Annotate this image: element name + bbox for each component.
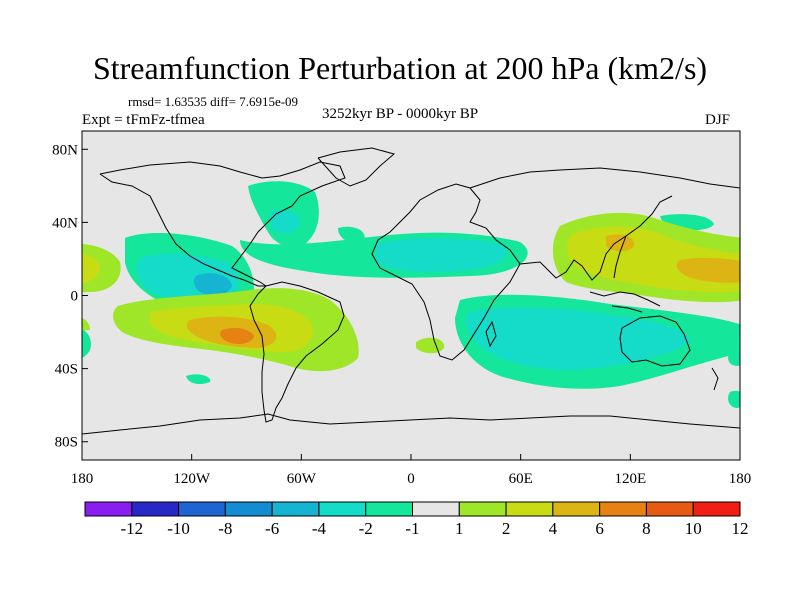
field-tropical-atlantic-core xyxy=(376,238,507,272)
colorbar-label: 4 xyxy=(549,519,558,538)
field-indian-ocean-core xyxy=(465,307,690,370)
x-tick-label: 60W xyxy=(287,471,317,487)
colorbar-swatch xyxy=(599,501,647,517)
field-west-pacific-inner xyxy=(676,257,740,283)
field-southwest-pacific-band xyxy=(82,317,90,331)
colorbar-label: 10 xyxy=(685,519,702,538)
coast-australia xyxy=(619,315,691,367)
colorbar-swatch xyxy=(365,501,414,517)
colorbar-label: 12 xyxy=(732,519,749,538)
y-tick-label: 80S xyxy=(55,435,78,451)
contour-fields xyxy=(82,147,740,435)
x-tick-label: 180 xyxy=(71,471,94,487)
axis-ticks xyxy=(81,148,741,460)
colorbar-label: 6 xyxy=(595,519,604,538)
field-south-atlantic-small xyxy=(186,374,211,384)
coast-north-america-west xyxy=(99,173,266,287)
field-south-america-maximum xyxy=(220,328,254,344)
colorbar-label: -12 xyxy=(120,519,143,538)
colorbar-label: -6 xyxy=(265,519,279,538)
colorbar-swatch xyxy=(271,501,320,517)
colorbar-swatch xyxy=(131,501,180,517)
y-tick-label: 40N xyxy=(52,215,78,231)
x-tick-label: 120W xyxy=(173,471,211,487)
colorbar-swatch xyxy=(84,501,133,517)
field-west-pacific-core-left xyxy=(82,253,100,284)
colorbar-label: -10 xyxy=(167,519,190,538)
coast-south-america xyxy=(249,281,345,423)
coastlines xyxy=(82,147,740,435)
coast-maritime-continent xyxy=(589,291,661,313)
coast-madagascar xyxy=(485,320,497,348)
colorbar-label: 2 xyxy=(502,519,511,538)
coast-antarctica xyxy=(82,413,740,435)
field-south-pacific-small xyxy=(728,350,740,366)
experiment-label: Expt = tFmFz-tfmea xyxy=(82,112,205,128)
colorbar-swatch xyxy=(505,501,554,517)
colorbar xyxy=(84,501,741,517)
field-east-asia-inner xyxy=(606,234,635,252)
colorbar-swatch xyxy=(458,501,507,517)
colorbar-swatch xyxy=(412,501,460,517)
y-tick-label: 0 xyxy=(71,289,79,305)
colorbar-swatch xyxy=(224,501,273,517)
colorbar-label: 1 xyxy=(455,519,464,538)
field-north-atlantic-small xyxy=(338,226,365,243)
colorbar-swatch xyxy=(645,501,694,517)
colorbar-label: -8 xyxy=(218,519,232,538)
field-east-pacific-minimum xyxy=(193,273,232,296)
colorbar-swatch xyxy=(552,501,601,517)
colorbar-label: 8 xyxy=(642,519,651,538)
x-tick-label: 120E xyxy=(614,471,646,487)
coast-europe-africa xyxy=(371,183,521,361)
colorbar-swatch xyxy=(178,501,226,517)
y-tick-label: 80N xyxy=(52,142,78,158)
field-north-atlantic-core xyxy=(270,209,300,234)
season-label: DJF xyxy=(705,112,731,128)
colorbar-label: -1 xyxy=(405,519,419,538)
x-tick-label: 60E xyxy=(509,471,533,487)
colorbar-swatch xyxy=(692,501,741,517)
x-tick-label: 0 xyxy=(407,471,415,487)
colorbar-label: -2 xyxy=(359,519,373,538)
colorbar-labels: -12 -10 -8 -6 -4 -2 -1 1 2 4 6 8 10 12 xyxy=(120,519,748,538)
y-tick-label: 40S xyxy=(55,362,78,378)
field-west-pacific-band-left xyxy=(82,243,121,292)
x-tick-label: 180 xyxy=(729,471,752,487)
colorbar-label: -4 xyxy=(312,519,327,538)
coast-north-america xyxy=(99,161,346,287)
axis-tick-labels: 180 120W 60W 0 60E 120E 180 80N 40N 0 40S 80S xyxy=(52,142,751,487)
coast-asia xyxy=(469,167,740,281)
stats-label: rmsd= 1.63535 diff= 7.6915e-09 xyxy=(128,94,299,109)
colorbar-swatch xyxy=(318,501,367,517)
field-southern-ocean-trough xyxy=(82,328,91,358)
map-title: Streamfunction Perturbation at 200 hPa (… xyxy=(92,50,708,86)
coast-greenland xyxy=(317,147,396,187)
period-label: 3252kyr BP - 0000kyr BP xyxy=(322,106,479,122)
coast-new-zealand xyxy=(711,367,719,391)
field-southern-indian-small xyxy=(728,390,740,408)
